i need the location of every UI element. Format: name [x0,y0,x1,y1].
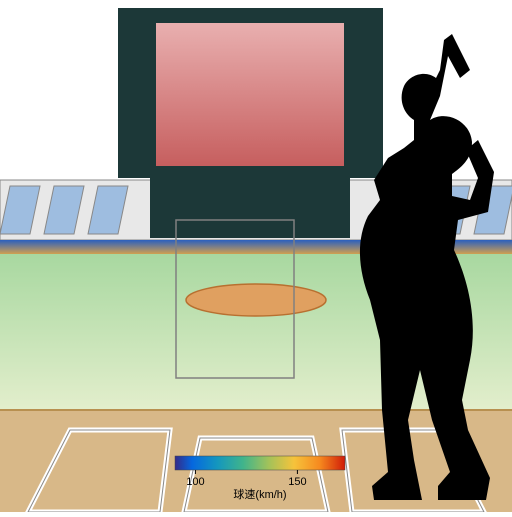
scoreboard-screen [155,22,345,167]
pitch-location-chart: 100 150球速(km/h) [0,0,512,512]
scoreboard-foot [150,178,350,238]
colorbar-tick-label: 100 [186,476,204,488]
pitchers-mound [186,284,326,316]
colorbar-label: 球速(km/h) [233,487,286,501]
velocity-colorbar [175,456,345,470]
chart-svg: 100 150球速(km/h) [0,0,512,512]
colorbar-tick-label: 150 [288,476,306,488]
